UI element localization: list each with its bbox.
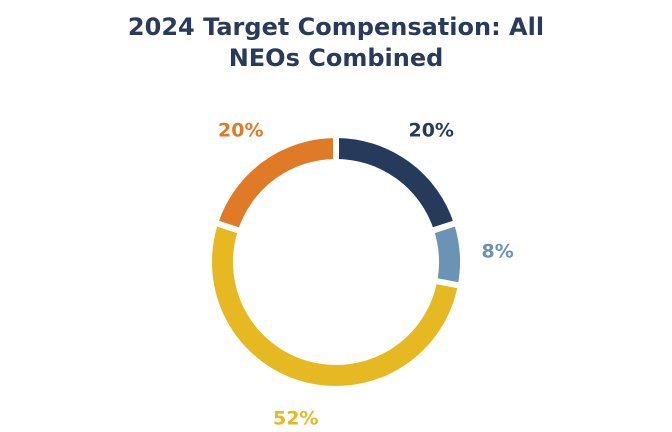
data-label: 20% [218, 119, 263, 141]
data-label: 52% [273, 407, 318, 429]
donut-segment [206, 218, 465, 393]
donut-segment [333, 131, 461, 235]
data-label: 8% [482, 240, 514, 262]
data-label: 20% [408, 119, 453, 141]
donut-segment [211, 131, 339, 235]
chart-title: 2024 Target Compensation: All NEOs Combi… [127, 13, 545, 72]
donut-segment [427, 218, 466, 290]
